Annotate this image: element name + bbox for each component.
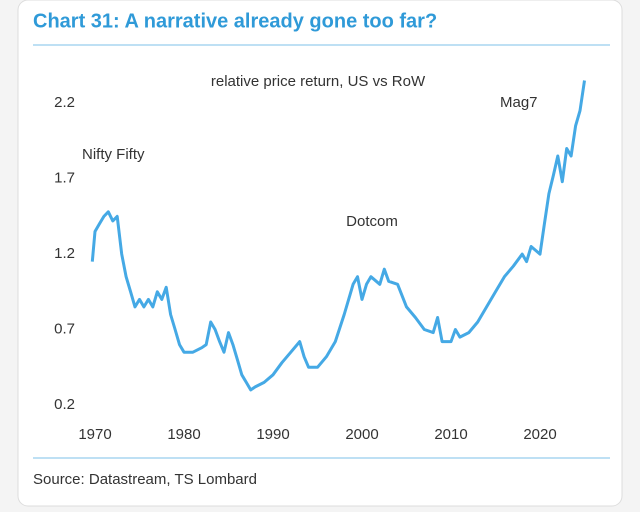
card [17, 0, 623, 507]
x-tick-label: 2000 [345, 426, 378, 443]
y-tick-label: 0.7 [54, 321, 75, 338]
chart-title: Chart 31: A narrative already gone too f… [33, 10, 437, 32]
x-tick-label: 2020 [523, 426, 556, 443]
line-series [90, 80, 586, 392]
x-tick-label: 1980 [167, 426, 200, 443]
y-tick-label: 1.2 [54, 245, 75, 262]
y-tick-label: 0.2 [54, 396, 75, 413]
x-tick-label: 2010 [434, 426, 467, 443]
subtitle: relative price return, US vs RoW [211, 73, 426, 90]
y-tick-label: 2.2 [54, 94, 75, 111]
annotation: Mag7 [500, 94, 538, 111]
x-tick-label: 1970 [78, 426, 111, 443]
annotation: Dotcom [346, 213, 398, 230]
annotation: Nifty Fifty [82, 146, 145, 163]
x-tick-label: 1990 [256, 426, 289, 443]
source: Source: Datastream, TS Lombard [33, 471, 257, 488]
y-tick-label: 1.7 [54, 170, 75, 187]
